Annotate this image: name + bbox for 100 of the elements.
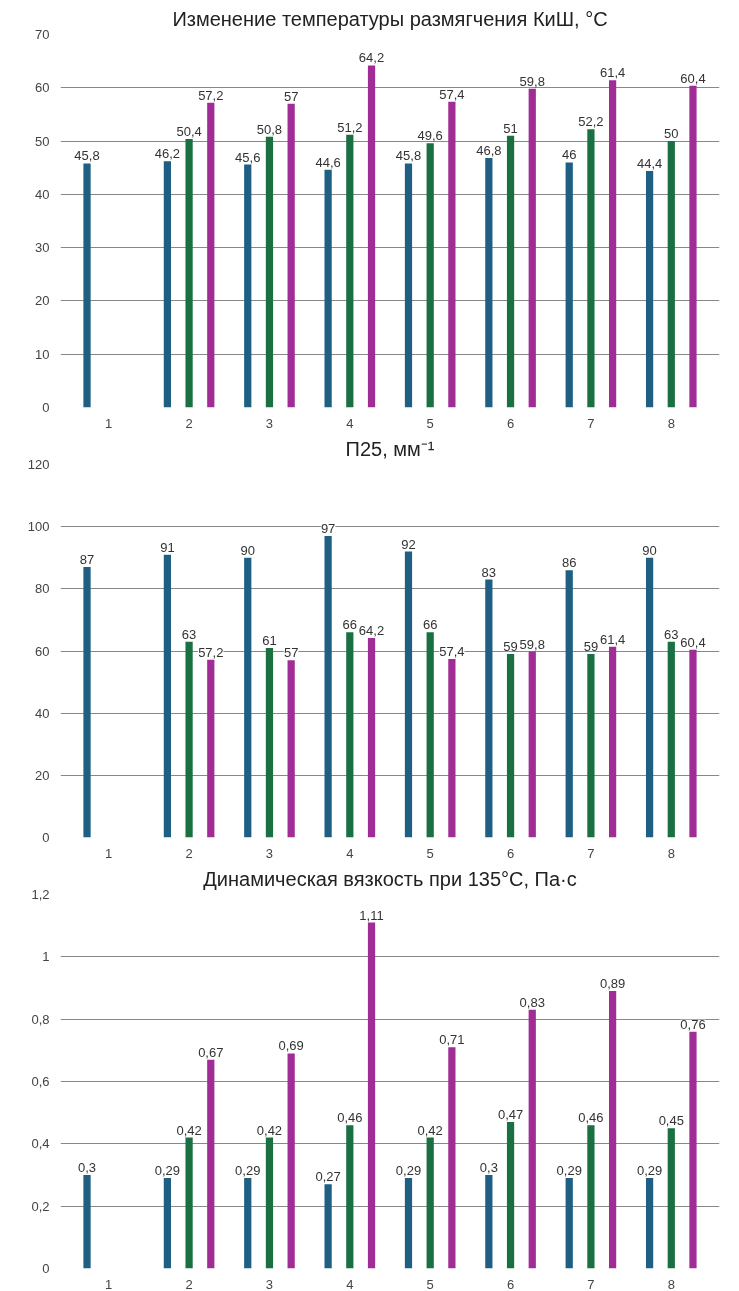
y-tick-label: 80 xyxy=(35,581,50,597)
data-label: 0,29 xyxy=(395,1163,422,1179)
data-label: 87 xyxy=(79,552,95,568)
data-label: 44,6 xyxy=(315,154,341,170)
data-label: 0,47 xyxy=(497,1107,524,1123)
bar xyxy=(346,1125,354,1269)
data-label: 0,46 xyxy=(337,1110,363,1126)
x-tick-label: 8 xyxy=(667,1276,675,1291)
data-label: 50 xyxy=(664,126,679,142)
y-tick-label: 20 xyxy=(35,293,50,309)
chart-title: Изменение температуры размягчения КиШ, °С xyxy=(172,7,608,30)
data-label: 59 xyxy=(503,639,518,655)
data-label: 63 xyxy=(664,626,679,642)
bar xyxy=(83,567,91,838)
data-label: 0,3 xyxy=(77,1160,97,1175)
x-tick-label: 1 xyxy=(105,845,113,861)
bar xyxy=(324,169,332,408)
bar xyxy=(185,641,193,838)
x-tick-label: 5 xyxy=(426,845,434,861)
data-label: 57 xyxy=(283,645,299,661)
x-tick-label: 4 xyxy=(346,1276,354,1291)
bar xyxy=(426,632,434,838)
y-tick-label: 1 xyxy=(42,949,50,965)
data-label: 64,2 xyxy=(358,50,385,66)
data-label: 57,2 xyxy=(198,87,224,103)
bar xyxy=(83,1175,91,1269)
bar xyxy=(528,88,536,408)
data-label: 57 xyxy=(283,88,299,104)
bar xyxy=(609,991,617,1269)
bar xyxy=(448,659,456,838)
bar xyxy=(645,1178,654,1269)
x-tick-label: 5 xyxy=(426,1276,434,1291)
y-tick-label: 0 xyxy=(42,830,50,845)
bar xyxy=(265,136,274,408)
data-label: 0,71 xyxy=(439,1032,465,1048)
data-label: 0,45 xyxy=(658,1113,684,1129)
y-tick-label: 20 xyxy=(35,767,50,783)
y-tick-label: 0 xyxy=(42,400,50,415)
bar xyxy=(346,134,354,408)
y-tick-label: 40 xyxy=(35,186,50,202)
bar xyxy=(667,141,675,408)
data-label: 90 xyxy=(642,542,657,558)
bar xyxy=(448,101,456,408)
bar xyxy=(528,1009,536,1269)
chart-title: П25, мм⁻¹ xyxy=(345,437,435,460)
data-label: 59 xyxy=(583,639,599,655)
bar xyxy=(207,102,215,408)
bar xyxy=(609,646,617,838)
data-label: 66 xyxy=(422,617,438,633)
x-tick-label: 7 xyxy=(587,845,595,861)
data-label: 59,8 xyxy=(519,73,545,89)
y-tick-label: 120 xyxy=(27,457,50,472)
bar xyxy=(565,1178,573,1269)
y-tick-label: 0 xyxy=(42,1261,50,1276)
x-tick-label: 6 xyxy=(506,415,515,431)
x-tick-label: 4 xyxy=(346,845,354,861)
bar xyxy=(506,654,515,838)
bar xyxy=(163,1178,171,1269)
bar xyxy=(287,1053,295,1269)
data-label: 46,2 xyxy=(154,146,181,162)
bar xyxy=(506,135,515,408)
x-tick-label: 7 xyxy=(587,1276,595,1291)
y-tick-label: 100 xyxy=(27,519,50,535)
data-label: 51,2 xyxy=(337,119,363,135)
bar xyxy=(265,1137,274,1269)
data-label: 0,29 xyxy=(556,1163,582,1179)
x-tick-label: 3 xyxy=(265,1276,274,1291)
x-tick-label: 7 xyxy=(587,415,595,431)
bar xyxy=(485,1175,493,1269)
bar xyxy=(346,632,354,838)
data-label: 59,8 xyxy=(519,636,545,652)
bar xyxy=(207,1059,215,1269)
bar xyxy=(587,654,595,838)
bar xyxy=(244,164,252,408)
bar xyxy=(587,1125,595,1269)
bar xyxy=(506,1122,515,1269)
data-label: 49,6 xyxy=(417,128,443,144)
bar xyxy=(587,129,595,408)
bar xyxy=(485,579,493,838)
data-label: 1,11 xyxy=(359,907,384,923)
data-label: 60,4 xyxy=(680,634,706,650)
x-tick-label: 1 xyxy=(105,415,113,431)
x-tick-label: 2 xyxy=(185,1276,193,1291)
y-tick-label: 10 xyxy=(35,346,50,362)
data-label: 60,4 xyxy=(680,70,706,86)
y-tick-label: 60 xyxy=(35,80,50,96)
data-label: 0,42 xyxy=(176,1122,202,1138)
data-label: 0,83 xyxy=(519,994,545,1010)
bar xyxy=(287,660,295,838)
y-tick-label: 1,2 xyxy=(31,887,50,902)
data-label: 57,2 xyxy=(198,644,224,660)
bar xyxy=(426,1137,434,1269)
x-tick-label: 2 xyxy=(185,845,193,861)
y-tick-label: 50 xyxy=(35,133,50,149)
data-label: 83 xyxy=(481,564,497,580)
bar xyxy=(667,641,675,838)
data-label: 0,29 xyxy=(154,1163,181,1179)
x-tick-label: 6 xyxy=(506,1276,515,1291)
data-label: 0,76 xyxy=(680,1016,706,1032)
data-label: 51 xyxy=(503,120,518,136)
